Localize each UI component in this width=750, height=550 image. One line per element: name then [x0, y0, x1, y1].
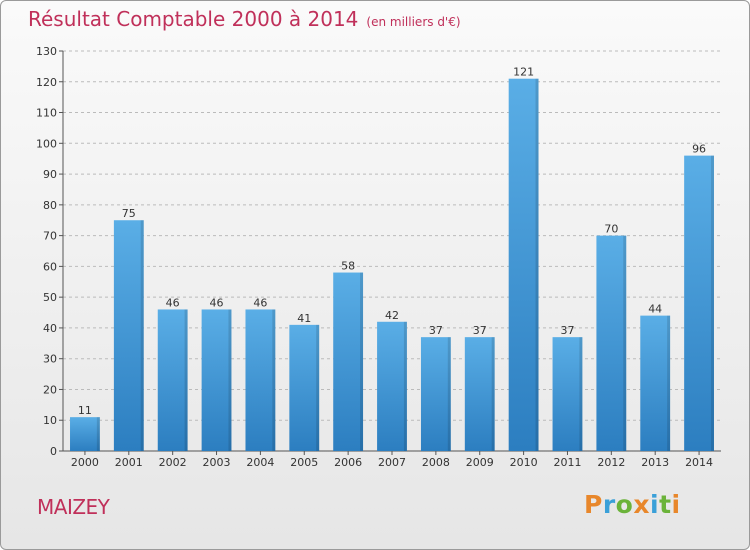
y-tick-label: 20 [43, 383, 57, 396]
chart-subtitle: (en milliers d'€) [366, 15, 461, 29]
y-tick-label: 90 [43, 168, 57, 181]
x-tick-label: 2011 [553, 456, 581, 469]
y-tick-label: 110 [36, 107, 57, 120]
title-text: Résultat Comptable 2000 à 2014 [28, 7, 359, 31]
bar-2007 [377, 321, 407, 451]
logo-letter: t [659, 490, 672, 519]
bar-2009 [464, 337, 495, 451]
y-tick-label: 30 [43, 353, 57, 366]
bar-shade [360, 272, 364, 451]
y-tick-label: 100 [36, 137, 57, 150]
x-tick-label: 2014 [685, 456, 713, 469]
bar-2014 [684, 155, 714, 451]
logo-letter: i [671, 490, 681, 519]
chart-title: Résultat Comptable 2000 à 2014 (en millie… [28, 7, 461, 31]
logo-letter: x [633, 490, 650, 519]
bar-shade [184, 309, 188, 451]
bar-2003 [201, 309, 232, 451]
bar-shade [96, 417, 100, 451]
x-tick-label: 2013 [641, 456, 669, 469]
bar-2013 [640, 315, 671, 451]
bar-2010 [508, 78, 539, 451]
bar-shade [579, 337, 583, 451]
bar-2011 [552, 337, 583, 451]
value-label: 37 [560, 324, 574, 337]
bar-2002 [157, 309, 188, 451]
bar-2004 [245, 309, 276, 451]
x-tick-label: 2002 [159, 456, 187, 469]
bar-shade [491, 337, 495, 451]
value-label: 58 [341, 260, 355, 273]
value-label: 46 [210, 296, 224, 309]
bar-shade [535, 78, 539, 451]
value-label: 44 [648, 303, 662, 316]
y-tick-label: 60 [43, 260, 57, 273]
y-tick-label: 70 [43, 230, 57, 243]
value-label: 46 [253, 296, 267, 309]
value-label: 42 [385, 309, 399, 322]
bar-2008 [420, 337, 451, 451]
value-label: 37 [473, 324, 487, 337]
x-tick-label: 2008 [422, 456, 450, 469]
bar-shade [228, 309, 232, 451]
x-tick-label: 2010 [510, 456, 538, 469]
bar-2005 [289, 324, 320, 451]
proxiti-logo[interactable]: Proxiti [584, 490, 681, 519]
logo-letter: i [650, 490, 660, 519]
x-tick-label: 2009 [466, 456, 494, 469]
bar-shade [272, 309, 276, 451]
y-tick-label: 40 [43, 322, 57, 335]
bar-shade [140, 220, 144, 451]
value-label: 41 [297, 312, 311, 325]
x-tick-label: 2006 [334, 456, 362, 469]
y-tick-label: 0 [50, 445, 57, 458]
x-tick-label: 2007 [378, 456, 406, 469]
labels: 11 75 46 46 46 41 58 42 37 37 121 37 70 44 96 [78, 66, 706, 417]
logo-letter: P [584, 490, 603, 519]
bar-2000 [70, 417, 100, 451]
value-label: 96 [692, 143, 706, 156]
value-label: 75 [122, 207, 136, 220]
y-tick-label: 120 [36, 76, 57, 89]
value-label: 70 [604, 223, 618, 236]
x-tick-label: 2004 [246, 456, 274, 469]
y-tick-label: 130 [36, 45, 57, 58]
bar-shade [667, 315, 671, 451]
x-tick-label: 2003 [203, 456, 231, 469]
y-tick-label: 10 [43, 414, 57, 427]
y-tick-label: 80 [43, 199, 57, 212]
bar-shade [710, 155, 714, 451]
x-tick-label: 2012 [597, 456, 625, 469]
town-name: MAIZEY [37, 495, 110, 519]
bars [70, 78, 714, 451]
x-tick-label: 2005 [290, 456, 318, 469]
value-label: 46 [166, 296, 180, 309]
bar-shade [623, 235, 627, 451]
logo-letter: r [602, 490, 616, 519]
bar-shade [403, 321, 407, 451]
y-tick-label: 50 [43, 291, 57, 304]
bar-2006 [333, 272, 364, 451]
value-label: 11 [78, 404, 92, 417]
logo-letter: o [615, 490, 634, 519]
bar-shade [447, 337, 451, 451]
x-tick-label: 2000 [71, 456, 99, 469]
value-label: 37 [429, 324, 443, 337]
value-label: 121 [513, 66, 534, 79]
bar-2001 [113, 220, 144, 451]
x-tick-label: 2001 [115, 456, 143, 469]
bar-2012 [596, 235, 627, 451]
bar-shade [316, 324, 320, 451]
